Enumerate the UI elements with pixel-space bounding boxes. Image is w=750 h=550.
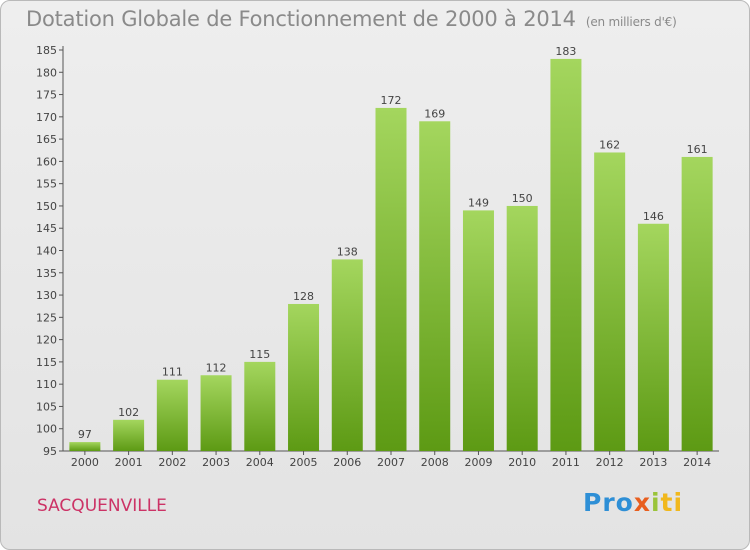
bar-value-label: 102 [118,406,139,419]
x-tick-label: 2006 [333,456,361,469]
bar-value-label: 115 [249,348,270,361]
logo-part-1: Pro [583,488,634,517]
title-text: Dotation Globale de Fonctionnement de 20… [26,7,576,31]
bar-value-label: 128 [293,290,314,303]
chart-title: Dotation Globale de Fonctionnement de 20… [26,7,677,31]
x-tick-label: 2001 [115,456,143,469]
x-tick-label: 2005 [290,456,318,469]
x-tick-label: 2000 [71,456,99,469]
x-tick-label: 2013 [639,456,667,469]
x-tick-label: 2004 [246,456,274,469]
y-tick-label: 170 [36,111,57,124]
logo-part-2: x [633,488,651,517]
y-tick-label: 95 [43,445,57,458]
y-tick-label: 125 [36,311,57,324]
y-tick-label: 185 [36,44,57,57]
bar-value-label: 172 [381,94,402,107]
bar [637,223,669,451]
bar-value-label: 138 [337,245,358,258]
bar [375,107,407,451]
bar [244,361,276,451]
bar-value-label: 111 [162,366,183,379]
x-tick-label: 2008 [421,456,449,469]
y-tick-label: 130 [36,289,57,302]
y-tick-label: 135 [36,267,57,280]
bar-value-label: 150 [512,192,533,205]
x-tick-label: 2002 [158,456,186,469]
x-tick-label: 2011 [552,456,580,469]
y-tick-label: 160 [36,155,57,168]
bar-value-label: 169 [424,107,445,120]
y-tick-label: 145 [36,222,57,235]
y-tick-label: 115 [36,356,57,369]
bar [419,121,451,452]
y-tick-label: 155 [36,178,57,191]
y-tick-label: 105 [36,400,57,413]
bar [288,303,320,451]
bar [681,156,713,451]
bar [462,210,494,451]
bar-value-label: 149 [468,196,489,209]
y-tick-label: 175 [36,89,57,102]
bar-value-label: 112 [206,361,227,374]
bar [69,442,101,451]
bar-value-label: 97 [78,428,92,441]
x-tick-label: 2010 [508,456,536,469]
x-tick-label: 2009 [464,456,492,469]
y-tick-label: 140 [36,245,57,258]
bar [550,58,582,452]
y-tick-label: 150 [36,200,57,213]
bar [594,152,626,451]
bar [331,259,363,451]
commune-name: SACQUENVILLE [37,496,167,516]
bar-value-label: 161 [687,143,708,156]
y-tick-label: 110 [36,378,57,391]
bar-value-label: 146 [643,210,664,223]
chart-subtitle: (en milliers d'€) [585,15,677,29]
bar [506,205,538,451]
y-tick-label: 165 [36,133,57,146]
logo-part-3: i [650,488,661,517]
y-tick-label: 100 [36,423,57,436]
proxiti-logo: Proxiti [583,488,683,517]
x-tick-label: 2003 [202,456,230,469]
x-tick-label: 2007 [377,456,405,469]
bar-value-label: 183 [555,45,576,58]
y-tick-label: 120 [36,334,57,347]
bar [156,379,188,451]
logo-part-4: ti [660,488,684,517]
bar-value-label: 162 [599,138,620,151]
y-tick-label: 180 [36,66,57,79]
bar [113,419,145,451]
bar [200,375,232,451]
x-tick-label: 2012 [596,456,624,469]
x-tick-label: 2014 [683,456,711,469]
